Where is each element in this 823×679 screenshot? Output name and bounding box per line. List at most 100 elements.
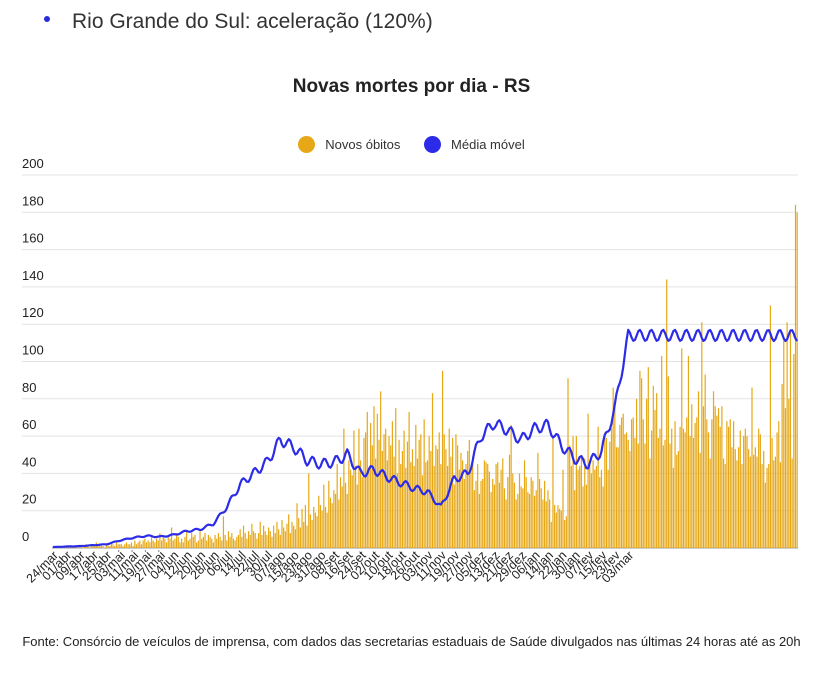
bar <box>234 540 236 548</box>
bar <box>405 467 407 548</box>
bar <box>170 527 173 548</box>
bar <box>244 533 246 548</box>
bar <box>769 305 771 548</box>
bar <box>707 432 710 548</box>
bullet-line: Rio Grande do Sul: aceleração (120%) <box>44 10 433 34</box>
bar <box>271 536 273 548</box>
bar <box>306 525 308 548</box>
bar <box>545 501 547 549</box>
bar <box>102 546 104 548</box>
bar <box>498 482 501 548</box>
bar <box>635 398 638 548</box>
bar <box>358 428 360 548</box>
bar <box>789 329 792 548</box>
bar <box>114 546 116 548</box>
bar <box>319 505 322 548</box>
bar <box>641 378 643 548</box>
bar <box>751 387 753 548</box>
bar <box>654 409 656 548</box>
bar <box>360 460 362 548</box>
bar <box>257 533 260 548</box>
bar <box>157 540 159 548</box>
bar <box>505 499 507 548</box>
bar <box>336 464 338 548</box>
chart-legend: Novos óbitos Média móvel <box>0 136 823 156</box>
bar <box>651 430 653 548</box>
bar <box>497 462 499 548</box>
bar <box>182 542 184 548</box>
bar <box>647 367 649 548</box>
y-tick-label: 80 <box>22 380 36 395</box>
legend-item-media-movel[interactable]: Média móvel <box>424 136 525 153</box>
bar <box>672 467 674 548</box>
bar <box>485 462 487 548</box>
bar <box>528 493 531 548</box>
y-tick-label: 0 <box>22 529 29 544</box>
bar <box>764 482 766 548</box>
bar <box>599 477 601 548</box>
bar <box>793 354 795 548</box>
bar <box>361 477 363 548</box>
bar <box>452 437 454 548</box>
source-note: Fonte: Consórcio de veículos de imprensa… <box>22 634 801 649</box>
bullet-dot-icon <box>44 16 50 23</box>
bar <box>262 525 265 548</box>
bar <box>467 451 469 548</box>
bar <box>462 460 464 548</box>
bar <box>493 484 496 548</box>
bar <box>704 374 706 548</box>
bar <box>107 544 109 548</box>
bar <box>630 419 633 548</box>
bar <box>711 419 713 548</box>
bar <box>709 458 711 548</box>
bar <box>105 544 107 548</box>
bar <box>261 534 263 548</box>
bar <box>492 479 494 548</box>
bar <box>155 538 158 548</box>
bar <box>694 423 696 548</box>
bar <box>555 512 557 548</box>
bar <box>296 503 298 548</box>
bar <box>385 428 387 548</box>
bar <box>664 439 666 548</box>
legend-item-novos-obitos[interactable]: Novos óbitos <box>298 136 400 153</box>
bar <box>251 523 253 548</box>
legend-swatch-bars-icon <box>298 136 316 153</box>
bar <box>281 520 283 548</box>
bar <box>229 536 231 548</box>
bar <box>791 458 793 548</box>
bar <box>554 505 556 548</box>
bar <box>211 538 213 548</box>
bar <box>249 534 251 548</box>
bar <box>294 529 296 548</box>
bar <box>440 464 442 548</box>
bar <box>291 521 293 548</box>
bar <box>383 434 385 548</box>
bar <box>288 514 290 548</box>
bar <box>781 383 783 548</box>
bar <box>321 510 323 548</box>
bar <box>575 436 577 548</box>
y-tick-label: 100 <box>22 343 44 358</box>
bar <box>137 542 139 548</box>
bar <box>783 337 785 548</box>
bar <box>341 486 343 548</box>
bar <box>209 536 211 548</box>
bar <box>139 540 141 548</box>
bar <box>124 544 126 548</box>
bar <box>391 421 393 548</box>
bar <box>276 521 278 548</box>
bar <box>753 454 755 548</box>
bar <box>615 447 618 548</box>
bar <box>458 469 460 548</box>
bar <box>612 387 614 548</box>
bar <box>659 428 661 548</box>
bar <box>236 536 238 548</box>
bar <box>470 469 472 548</box>
bar <box>719 426 721 548</box>
bar <box>580 456 582 548</box>
bar <box>191 533 193 548</box>
bar <box>502 458 504 548</box>
y-tick-label: 160 <box>22 231 44 246</box>
bar <box>450 456 452 548</box>
